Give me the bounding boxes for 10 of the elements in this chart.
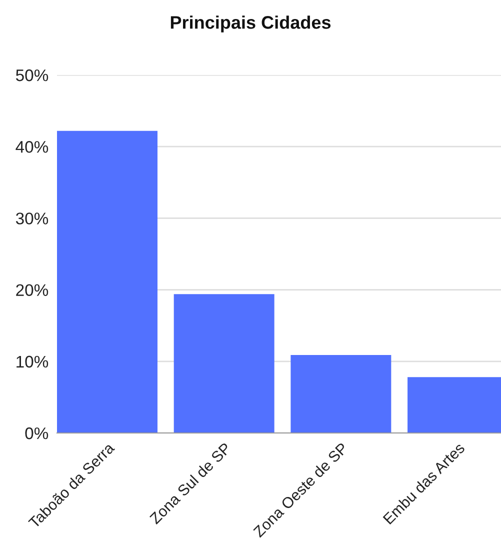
y-tick-label: 30% — [16, 212, 48, 224]
y-tick-label: 40% — [16, 141, 48, 153]
y-tick-label: 50% — [16, 69, 48, 82]
y-tick-label: 10% — [16, 356, 48, 368]
bar — [57, 130, 158, 433]
bar — [174, 294, 274, 433]
chart-title: Principais Cidades — [170, 16, 331, 32]
y-tick-label: 20% — [16, 284, 48, 296]
bar — [290, 354, 392, 433]
y-tick-label: 0% — [25, 427, 48, 440]
